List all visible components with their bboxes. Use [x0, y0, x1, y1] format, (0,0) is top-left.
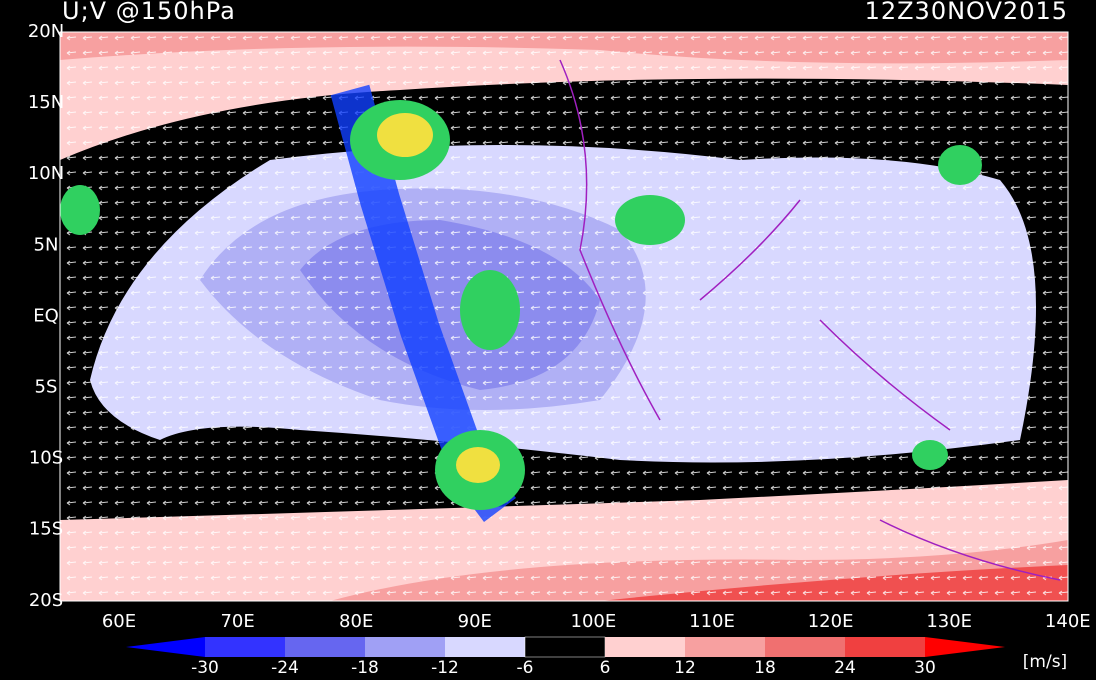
colorbar	[126, 636, 1005, 658]
colorbar-label: -24	[271, 658, 299, 678]
colorbar-label: 30	[914, 658, 936, 678]
colorbar-label: -6	[517, 658, 534, 678]
lat-label: 10S	[29, 448, 63, 469]
colorbar-label: 6	[600, 658, 611, 678]
lat-label: 15S	[29, 519, 63, 540]
lat-label: 15N	[28, 92, 64, 113]
lon-label: 70E	[220, 611, 254, 632]
lat-label: EQ	[33, 305, 59, 326]
title: U;V @150hPa	[62, 0, 236, 25]
lon-label: 110E	[689, 611, 735, 632]
lat-label: 5N	[34, 234, 59, 255]
map-field	[60, 32, 1068, 601]
colorbar-label: 24	[834, 658, 856, 678]
lon-label: 80E	[339, 611, 373, 632]
colorbar-label: 18	[754, 658, 776, 678]
lon-label: 100E	[571, 611, 617, 632]
lon-label: 130E	[926, 611, 972, 632]
lat-label: 10N	[28, 163, 64, 184]
time-stamp: 12Z30NOV2015	[865, 0, 1068, 25]
lon-label: 140E	[1045, 611, 1091, 632]
lat-label: 20N	[28, 21, 64, 42]
lon-label: 90E	[458, 611, 492, 632]
colorbar-label: 12	[674, 658, 696, 678]
map-frame	[59, 31, 1069, 602]
colorbar-units: [m/s]	[1023, 652, 1067, 672]
colorbar-label: -12	[431, 658, 459, 678]
lon-label: 120E	[808, 611, 854, 632]
lon-label: 60E	[102, 611, 136, 632]
lat-label: 20S	[29, 590, 63, 611]
colorbar-label: -30	[191, 658, 219, 678]
colorbar-label: -18	[351, 658, 379, 678]
lat-label: 5S	[35, 377, 58, 398]
